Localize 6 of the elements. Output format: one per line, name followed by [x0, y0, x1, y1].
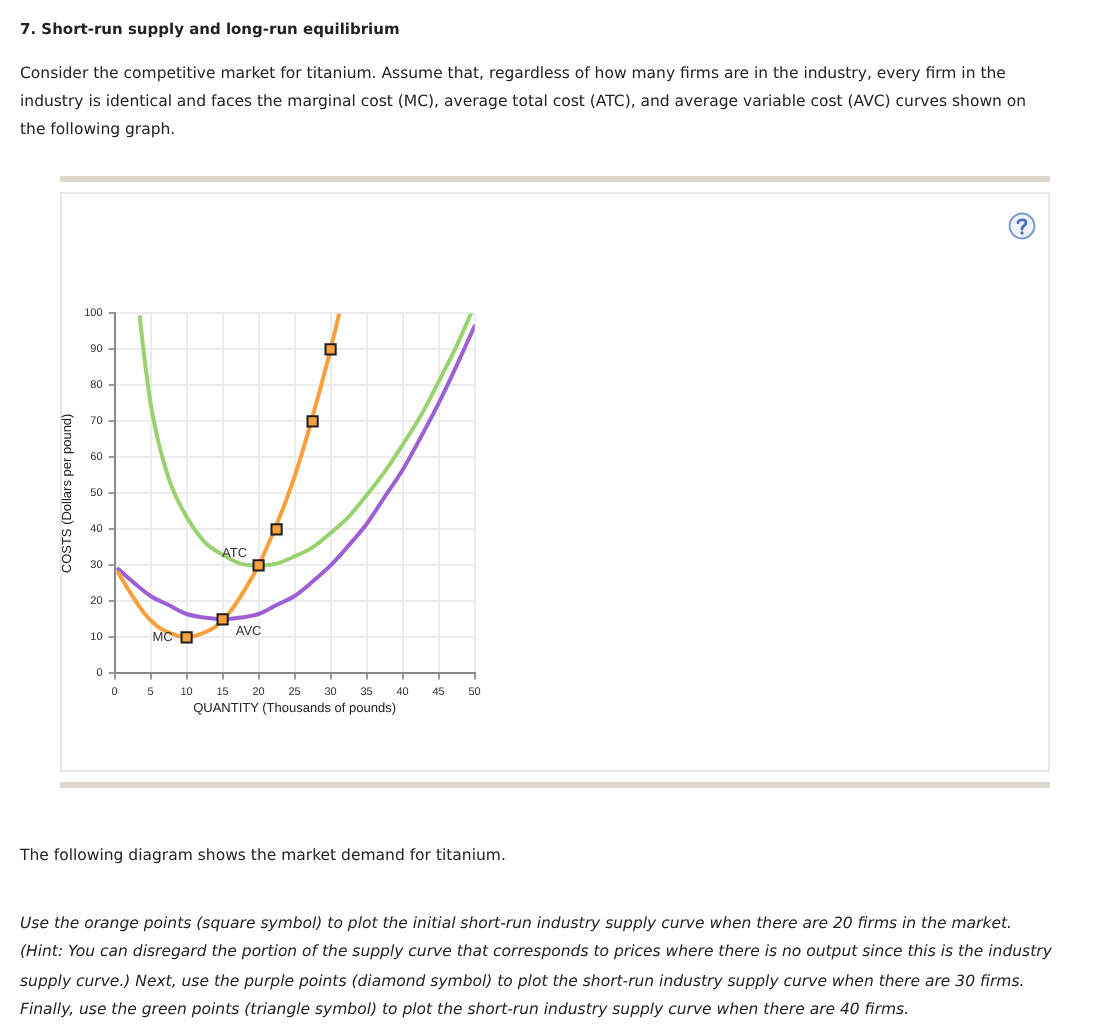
point: [324, 343, 337, 356]
point: [216, 613, 229, 626]
point: [252, 559, 265, 572]
point: [270, 523, 283, 536]
point: [180, 631, 193, 644]
point: [306, 415, 319, 428]
